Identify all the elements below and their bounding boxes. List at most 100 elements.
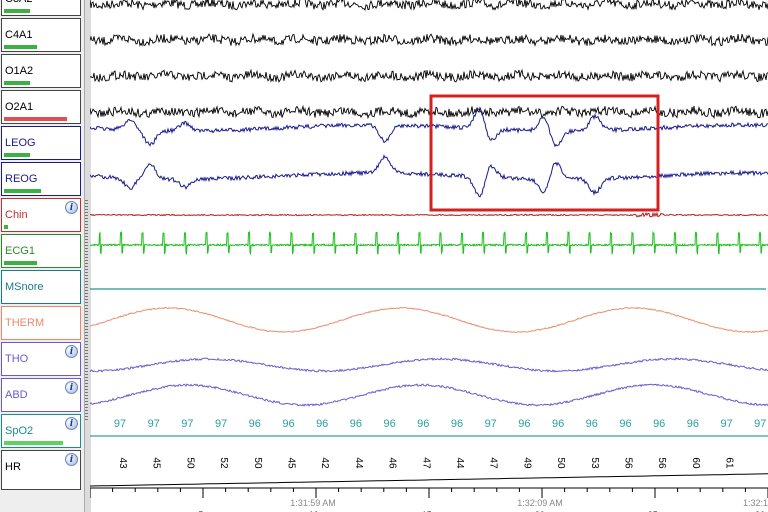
hr-trace xyxy=(90,473,768,487)
spo2-value: 97 xyxy=(181,418,193,430)
channel-label: ECG1 xyxy=(5,245,35,257)
spo2-value: 96 xyxy=(316,418,328,430)
channel-label: HR xyxy=(5,461,21,473)
seconds-label: 30 xyxy=(755,510,765,512)
hr-value: 46 xyxy=(387,457,398,469)
channel-label: SpO2 xyxy=(5,425,34,437)
info-icon[interactable]: i xyxy=(65,417,78,430)
hr-value: 50 xyxy=(184,457,195,469)
clock-time-label: 1:32:19 xyxy=(743,498,768,508)
spo2-value: 96 xyxy=(687,418,699,430)
hr-value: 42 xyxy=(319,457,330,469)
spo2-value: 96 xyxy=(282,418,294,430)
signal-level-bar xyxy=(4,81,30,85)
channel-label: Chin xyxy=(5,209,28,221)
hr-value: 47 xyxy=(420,457,431,469)
o1a2-trace xyxy=(90,68,768,83)
channel-label-panel: C3A2 C4A1 O1A2 O2A1 LEOG REOG Chin i ECG1 MSnore T… xyxy=(0,0,84,512)
channel-ecg1[interactable]: ECG1 xyxy=(1,234,81,268)
hr-value: 56 xyxy=(623,457,634,469)
channel-label: THERM xyxy=(5,317,45,329)
ecg1-trace xyxy=(90,230,768,256)
time-axis: 1:31:59 AM 1:32:09 AM 1:32:19 5s 10s 15s 20s 25… xyxy=(90,487,768,512)
seconds-label: 25s xyxy=(648,510,663,512)
channel-o1a2[interactable]: O1A2 xyxy=(1,54,81,88)
hr-value: 49 xyxy=(521,457,532,469)
hr-value: 47 xyxy=(488,457,499,469)
info-icon[interactable]: i xyxy=(65,201,78,214)
hr-value: 60 xyxy=(690,457,701,469)
channel-spo2[interactable]: SpO2 i xyxy=(1,414,81,448)
spo2-value: 96 xyxy=(619,418,631,430)
spo2-value: 97 xyxy=(215,418,227,430)
channel-label: REOG xyxy=(5,173,38,185)
hr-value: 45 xyxy=(151,457,162,469)
channel-hr[interactable]: HR i xyxy=(1,450,81,490)
clock-time-label: 1:32:09 AM xyxy=(517,498,563,508)
channel-reog[interactable]: REOG xyxy=(1,162,81,196)
channel-label: C4A1 xyxy=(5,29,33,41)
channel-therm[interactable]: THERM xyxy=(1,306,81,340)
signal-level-bar xyxy=(4,9,30,13)
hr-value: 43 xyxy=(117,457,128,469)
channel-label: C3A2 xyxy=(5,0,33,5)
signal-level-bar xyxy=(4,189,41,193)
hr-value: 44 xyxy=(353,457,364,469)
seconds-label: 20s xyxy=(535,510,550,512)
channel-abd[interactable]: ABD i xyxy=(1,378,81,412)
channel-label: ABD xyxy=(5,389,28,401)
spo2-value: 96 xyxy=(552,418,564,430)
channel-leog[interactable]: LEOG xyxy=(1,126,81,160)
channel-msnore[interactable]: MSnore xyxy=(1,270,81,304)
hr-value: 50 xyxy=(252,457,263,469)
seconds-label: 15s xyxy=(422,510,437,512)
signal-level-bar xyxy=(4,45,37,49)
channel-chin[interactable]: Chin i xyxy=(1,198,81,232)
spo2-value: 97 xyxy=(114,418,126,430)
therm-trace xyxy=(90,306,768,334)
hr-value-labels: 43 45 50 52 50 45 42 44 46 47 44 47 49 50 53 56 56 60 61 xyxy=(117,457,735,469)
spo2-value: 96 xyxy=(653,418,665,430)
leog-trace xyxy=(90,108,768,148)
spo2-value: 97 xyxy=(720,418,732,430)
tho-trace xyxy=(90,357,768,373)
spo2-value: 96 xyxy=(518,418,530,430)
channel-o2a1[interactable]: O2A1 xyxy=(1,90,81,124)
channel-c4a1[interactable]: C4A1 xyxy=(1,18,81,52)
channel-label: THO xyxy=(5,353,29,365)
waveform-area[interactable]: 97 97 97 97 96 96 96 96 96 96 96 97 96 96 96 96 96 96 97 97… xyxy=(90,0,768,512)
spo2-value-labels: 97 97 97 97 96 96 96 96 96 96 96 97 96 96 96 96 96 96 97 97… xyxy=(114,418,767,430)
hr-value: 50 xyxy=(555,457,566,469)
seconds-label: 10s xyxy=(309,510,324,512)
channel-label: O2A1 xyxy=(5,101,34,113)
spo2-value: 96 xyxy=(383,418,395,430)
info-icon[interactable]: i xyxy=(65,345,78,358)
hr-value: 52 xyxy=(218,457,229,469)
signal-level-bar xyxy=(4,153,30,157)
channel-label: O1A2 xyxy=(5,65,34,77)
signal-level-bar xyxy=(4,225,8,229)
channel-c3a2[interactable]: C3A2 xyxy=(1,0,81,16)
chin-trace xyxy=(90,211,768,218)
o2a1-trace xyxy=(90,104,768,120)
c4a1-trace xyxy=(90,32,768,47)
hr-value: 44 xyxy=(454,457,465,469)
hr-value: 61 xyxy=(724,457,735,469)
abd-trace xyxy=(90,383,768,407)
spo2-value: 96 xyxy=(249,418,261,430)
spo2-value: 96 xyxy=(451,418,463,430)
hr-value: 53 xyxy=(589,457,600,469)
clock-time-label: 1:31:59 AM xyxy=(290,498,336,508)
info-icon[interactable]: i xyxy=(65,381,78,394)
channel-tho[interactable]: THO i xyxy=(1,342,81,376)
c3a2-trace xyxy=(90,0,768,11)
spo2-value: 97 xyxy=(148,418,160,430)
channel-label: LEOG xyxy=(5,137,36,149)
epoch-selection-box[interactable] xyxy=(429,94,660,212)
spo2-value: 96 xyxy=(586,418,598,430)
info-icon[interactable]: i xyxy=(65,453,78,466)
reog-trace xyxy=(90,154,768,198)
spo2-value: 97 xyxy=(485,418,497,430)
hr-value: 56 xyxy=(656,457,667,469)
splitter-grip[interactable] xyxy=(85,200,88,420)
